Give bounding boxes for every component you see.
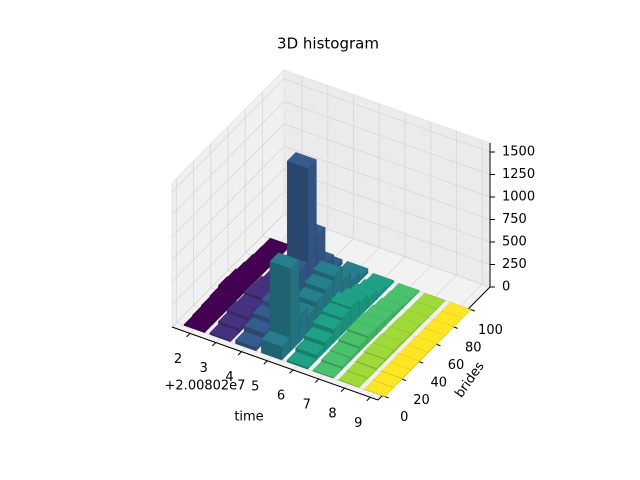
y-tick-label: 0 bbox=[400, 410, 408, 425]
x-tick bbox=[340, 387, 345, 392]
grid-line bbox=[171, 78, 285, 193]
z-tick-label: 500 bbox=[502, 235, 527, 250]
x-tick-label: 7 bbox=[303, 398, 311, 413]
bar-top bbox=[321, 301, 352, 319]
bar-top bbox=[338, 370, 369, 388]
x-tick bbox=[289, 369, 294, 374]
bar-top bbox=[304, 273, 334, 290]
x-tick bbox=[237, 351, 242, 356]
grid-line bbox=[283, 123, 491, 198]
bar-top bbox=[303, 326, 334, 344]
bar-top bbox=[209, 286, 240, 304]
z-tick-label: 1000 bbox=[502, 190, 535, 205]
bar-top bbox=[218, 276, 249, 293]
bar-top bbox=[269, 252, 300, 269]
bar-top bbox=[209, 323, 240, 341]
x-axis-label: time bbox=[234, 410, 263, 425]
x-tick-label: 4 bbox=[225, 370, 233, 385]
x-tick-label: 5 bbox=[251, 379, 259, 394]
y-tick-label: 20 bbox=[413, 393, 430, 408]
bar-top bbox=[329, 291, 360, 308]
x-tick-label: 2 bbox=[174, 352, 182, 367]
x-tick-label: 8 bbox=[328, 407, 336, 422]
x-axis-line bbox=[171, 326, 379, 401]
grid-line bbox=[171, 213, 285, 328]
bar-top bbox=[260, 330, 291, 347]
bar-top bbox=[364, 342, 394, 359]
x-tick-label: 3 bbox=[200, 361, 208, 376]
grid-line bbox=[283, 78, 491, 153]
grid-line bbox=[283, 168, 491, 243]
z-tick-label: 0 bbox=[502, 280, 510, 295]
bar-side bbox=[290, 259, 300, 352]
bar-top bbox=[355, 352, 386, 369]
grid-line bbox=[283, 191, 491, 265]
bar-top bbox=[312, 361, 343, 378]
bar-top bbox=[329, 341, 360, 358]
z-tick-label: 250 bbox=[502, 257, 527, 272]
bar-top bbox=[200, 296, 231, 313]
bar-top bbox=[312, 260, 343, 277]
bar-top bbox=[286, 152, 317, 169]
grid-line bbox=[171, 101, 285, 215]
y-tick-label: 80 bbox=[465, 341, 482, 356]
z-tick-label: 1250 bbox=[502, 167, 535, 182]
z-tick-label: 750 bbox=[502, 212, 527, 227]
bar-top bbox=[295, 286, 326, 304]
grid-line bbox=[171, 191, 285, 305]
x-tick bbox=[314, 378, 320, 383]
grid-line bbox=[171, 146, 285, 260]
y-tick-label: 40 bbox=[430, 375, 447, 390]
bar-top bbox=[183, 315, 214, 333]
bar-top bbox=[338, 330, 369, 348]
bar-top bbox=[218, 312, 248, 329]
x-tick bbox=[211, 342, 217, 347]
bar-top bbox=[295, 338, 326, 356]
x-tick bbox=[366, 396, 371, 402]
bar-top bbox=[346, 320, 377, 337]
bar-top bbox=[192, 305, 223, 323]
x-tick-label: 6 bbox=[277, 388, 285, 403]
chart-title: 3D histogram bbox=[277, 35, 379, 53]
z-tick-label: 1500 bbox=[502, 145, 535, 160]
grid-line bbox=[283, 101, 491, 175]
x-tick bbox=[186, 333, 191, 338]
x-offset-text: +2.00802e7 bbox=[165, 379, 246, 394]
bar-top bbox=[381, 362, 412, 379]
bar-top bbox=[363, 380, 394, 397]
bar-top bbox=[286, 351, 317, 368]
bar-top bbox=[372, 371, 403, 388]
y-tick-label: 60 bbox=[448, 358, 465, 373]
x-tick-label: 9 bbox=[354, 416, 362, 431]
grid-line bbox=[171, 123, 285, 238]
y-tick-label: 100 bbox=[478, 323, 503, 338]
x-tick bbox=[263, 360, 268, 365]
bar-top bbox=[346, 361, 377, 379]
bar-top bbox=[312, 313, 343, 330]
grid-line bbox=[171, 168, 285, 283]
bar-top bbox=[226, 300, 257, 318]
grid-line bbox=[283, 146, 491, 220]
bar-top bbox=[321, 350, 351, 368]
